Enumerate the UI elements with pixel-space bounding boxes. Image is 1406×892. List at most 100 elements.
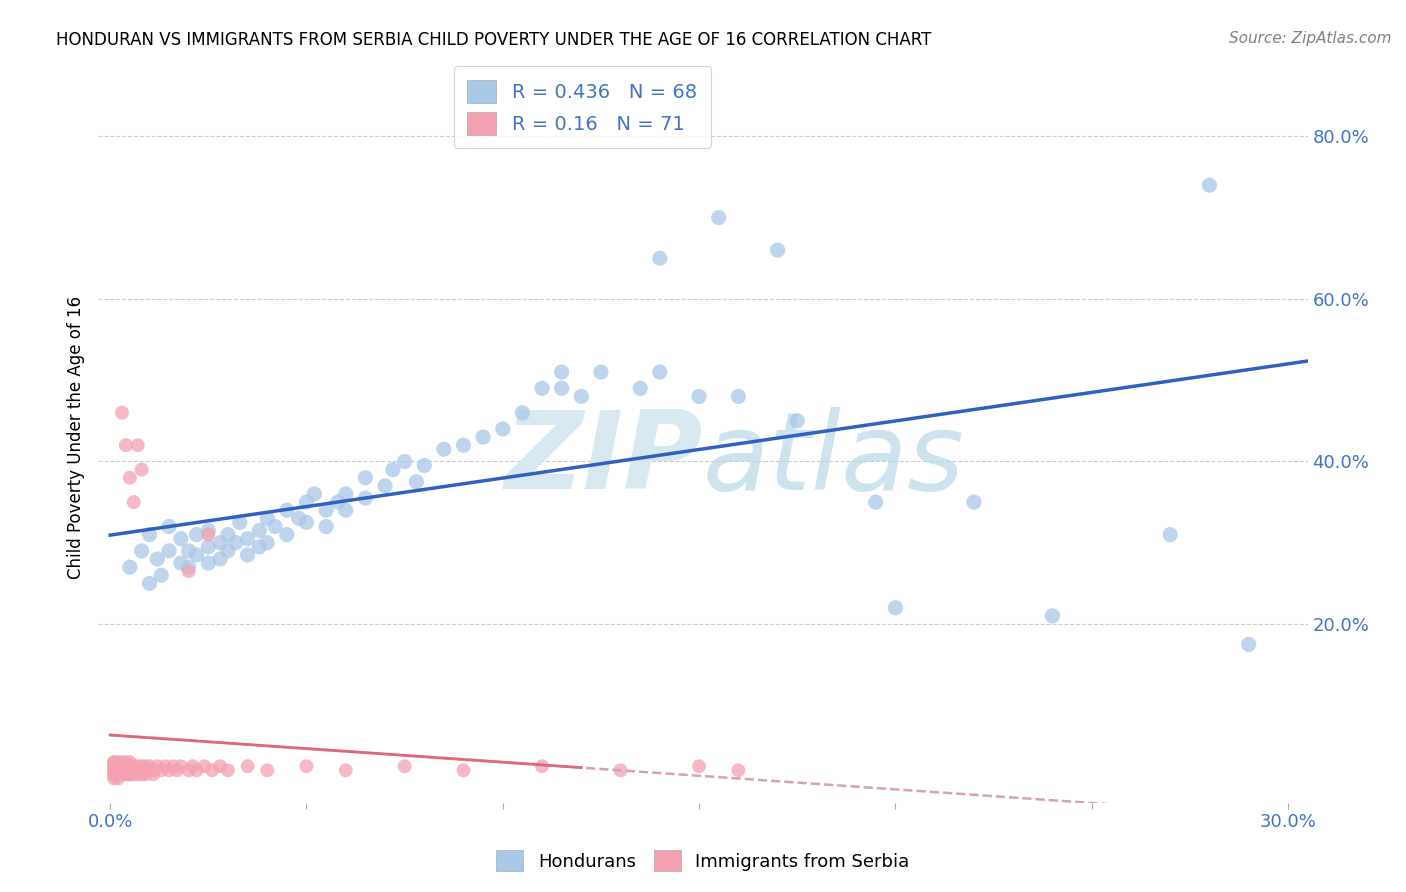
Point [512,406,534,420]
Point [217,527,239,541]
Point [127,759,149,773]
Point [247,524,270,538]
Text: HONDURAN VS IMMIGRANTS FROM SERBIA CHILD POVERTY UNDER THE AGE OF 16 CORRELATION: HONDURAN VS IMMIGRANTS FROM SERBIA CHILD… [56,31,932,49]
Point [727,389,749,403]
Point [354,471,377,485]
Point [138,576,160,591]
Point [256,764,278,778]
Point [177,560,200,574]
Point [115,759,138,773]
Point [197,527,219,541]
Point [256,511,278,525]
Point [115,759,138,773]
Point [287,511,309,525]
Point [150,764,173,778]
Point [186,548,208,562]
Point [111,759,134,773]
Point [433,442,456,457]
Point [186,764,208,778]
Point [315,503,337,517]
Point [115,755,138,769]
Point [628,381,651,395]
Point [413,458,436,473]
Point [127,764,149,778]
Point [107,767,129,781]
Point [589,365,612,379]
Point [217,544,239,558]
Point [118,767,141,781]
Point [209,552,232,566]
Point [374,479,396,493]
Point [197,540,219,554]
Point [217,764,239,778]
Point [131,462,153,476]
Point [127,767,149,781]
Point [453,764,475,778]
Point [335,503,357,517]
Text: Source: ZipAtlas.com: Source: ZipAtlas.com [1229,31,1392,46]
Point [276,503,298,517]
Point [295,759,318,773]
Point [135,759,157,773]
Point [295,516,318,530]
Point [1042,608,1064,623]
Point [201,764,224,778]
Point [131,764,153,778]
Point [122,495,145,509]
Point [786,414,808,428]
Point [111,764,134,778]
Point [1159,527,1181,541]
Point [157,544,180,558]
Point [304,487,326,501]
Point [550,381,572,395]
Point [727,764,749,778]
Point [118,764,141,778]
Point [166,764,188,778]
Point [115,764,138,778]
Point [170,556,193,570]
Point [170,759,193,773]
Point [492,422,515,436]
Point [103,767,125,781]
Point [135,767,157,781]
Point [107,759,129,773]
Point [335,764,357,778]
Point [394,759,416,773]
Point [209,759,232,773]
Point [122,764,145,778]
Legend: R = 0.436   N = 68, R = 0.16   N = 71: R = 0.436 N = 68, R = 0.16 N = 71 [454,66,710,148]
Point [103,772,125,786]
Point [118,560,141,574]
Point [197,556,219,570]
Point [107,759,129,773]
Point [276,527,298,541]
Point [531,759,554,773]
Point [138,764,160,778]
Point [153,759,176,773]
Point [177,544,200,558]
Point [122,767,145,781]
Point [963,495,986,509]
Point [326,495,349,509]
Point [394,454,416,468]
Point [229,516,252,530]
Point [131,544,153,558]
Point [111,755,134,769]
Point [256,535,278,549]
Point [103,755,125,769]
Y-axis label: Child Poverty Under the Age of 16: Child Poverty Under the Age of 16 [66,295,84,579]
Text: ZIP: ZIP [505,406,703,512]
Point [111,764,134,778]
Point [550,365,572,379]
Point [531,381,554,395]
Point [354,491,377,505]
Point [177,564,200,578]
Point [131,759,153,773]
Text: atlas: atlas [703,407,965,511]
Point [138,759,160,773]
Point [236,759,259,773]
Point [209,535,232,549]
Point [146,552,169,566]
Point [107,755,129,769]
Point [1198,178,1220,193]
